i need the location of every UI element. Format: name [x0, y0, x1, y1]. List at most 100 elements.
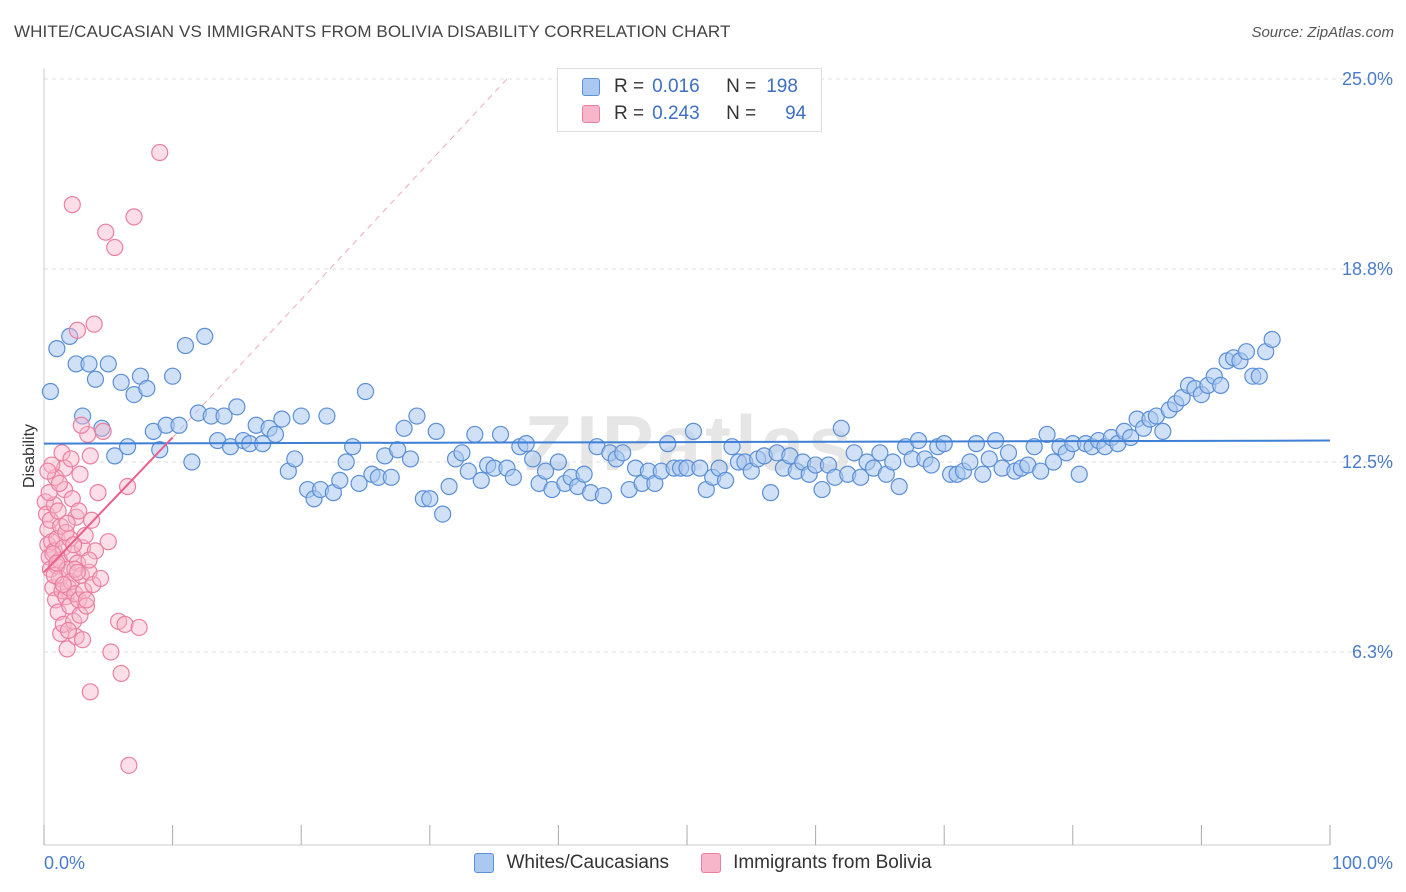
- legend-n-label: N =: [726, 103, 757, 124]
- whites-point: [453, 444, 471, 462]
- whites-point: [389, 441, 407, 459]
- whites-point: [845, 444, 863, 462]
- whites-point: [967, 435, 985, 453]
- whites-point: [832, 419, 850, 437]
- legend-swatch-pink: [701, 853, 722, 873]
- y-tick-label: 6.3%: [1352, 642, 1393, 662]
- whites-point: [716, 471, 735, 489]
- whites-point: [440, 477, 458, 496]
- whites-point: [48, 340, 66, 358]
- bolivia-point: [68, 563, 87, 581]
- legend-item-bolivia[interactable]: Immigrants from Bolivia: [701, 852, 932, 874]
- y-axis-label: Disability: [21, 424, 38, 488]
- whites-point: [1237, 343, 1256, 361]
- bolivia-trend-line: [43, 436, 174, 573]
- whites-points-layer: [41, 327, 1281, 523]
- whites-point: [434, 505, 452, 523]
- bolivia-point: [99, 533, 117, 551]
- bolivia-trend-extension: [172, 78, 508, 438]
- whites-point: [890, 477, 908, 496]
- whites-point: [112, 373, 130, 391]
- whites-point: [118, 438, 137, 456]
- whites-point: [614, 444, 632, 462]
- legend-swatch-blue: [582, 78, 600, 96]
- bolivia-point: [76, 526, 94, 545]
- whites-point: [974, 465, 992, 483]
- bolivia-point: [48, 554, 66, 572]
- bolivia-points-layer: [36, 143, 169, 774]
- whites-trend-line: [43, 439, 1331, 445]
- legend-item-whites[interactable]: Whites/Caucasians: [474, 852, 669, 874]
- bolivia-point: [80, 551, 98, 569]
- chart-title: WHITE/CAUCASIAN VS IMMIGRANTS FROM BOLIV…: [14, 22, 731, 41]
- bolivia-point: [97, 223, 115, 241]
- whites-point: [99, 355, 117, 373]
- whites-point: [575, 465, 593, 483]
- whites-point: [401, 450, 420, 468]
- legend-r-label: R =: [614, 103, 645, 124]
- whites-point: [1038, 425, 1056, 444]
- trend-lines: [43, 436, 1331, 573]
- bolivia-point: [58, 640, 76, 658]
- whites-point: [41, 382, 60, 401]
- whites-point: [517, 435, 535, 453]
- legend-label-whites: Whites/Caucasians: [506, 852, 670, 873]
- bolivia-point: [85, 315, 103, 333]
- whites-point: [659, 435, 677, 453]
- whites-point: [1263, 330, 1281, 349]
- legend-swatch-pink: [582, 105, 600, 123]
- legend-label-bolivia: Immigrants from Bolivia: [733, 852, 932, 873]
- whites-point: [922, 456, 940, 474]
- whites-point: [1032, 462, 1050, 480]
- whites-point: [350, 474, 368, 493]
- whites-point: [884, 453, 902, 471]
- bolivia-point: [39, 462, 57, 480]
- bolivia-point: [81, 447, 99, 465]
- whites-point: [421, 490, 439, 508]
- whites-point: [813, 480, 831, 499]
- whites-point: [1154, 422, 1172, 440]
- bolivia-point: [66, 560, 84, 578]
- whites-point: [356, 382, 375, 401]
- legend-swatch-blue: [474, 853, 495, 873]
- whites-point: [491, 425, 510, 444]
- whites-point: [1070, 465, 1088, 483]
- bolivia-point: [72, 416, 90, 434]
- whites-point: [536, 462, 555, 480]
- legend-r-value: 0.243: [652, 103, 700, 124]
- stats-legend: R = 0.016 N = 198 R = 0.243 N = 94: [557, 68, 822, 132]
- legend-r-label: R =: [614, 76, 645, 97]
- whites-point: [935, 435, 953, 453]
- bolivia-point: [64, 536, 83, 554]
- whites-point: [318, 407, 336, 425]
- x-tick-label-max: 100.0%: [1332, 853, 1393, 873]
- whites-point: [691, 459, 709, 477]
- bolivia-point: [86, 542, 105, 560]
- whites-point: [395, 419, 413, 437]
- x-tick-label-min: 0.0%: [44, 853, 85, 873]
- whites-point: [273, 410, 291, 428]
- whites-point: [382, 468, 400, 486]
- whites-point: [106, 447, 124, 465]
- whites-point: [459, 462, 477, 480]
- bolivia-point: [102, 643, 120, 661]
- grid-lines: [44, 78, 1392, 653]
- whites-point: [871, 444, 889, 462]
- bolivia-point: [50, 474, 69, 493]
- bolivia-trend-extension-layer: [172, 78, 508, 438]
- bolivia-point: [91, 569, 110, 588]
- bolivia-point: [77, 597, 96, 615]
- whites-point: [331, 471, 349, 489]
- whites-point: [176, 336, 195, 355]
- bolivia-point: [63, 196, 81, 214]
- bolivia-point: [62, 450, 80, 468]
- whites-point: [980, 450, 998, 468]
- tick-labels: 6.3% 12.5% 18.8% 25.0% 0.0% 100.0%: [44, 69, 1393, 873]
- bolivia-point: [68, 321, 87, 339]
- whites-point: [1044, 453, 1063, 471]
- series-legend: Whites/Caucasians Immigrants from Bolivi…: [0, 852, 1406, 874]
- whites-point: [164, 367, 182, 385]
- source-label: Source: ZipAtlas.com: [1251, 24, 1394, 41]
- bolivia-point: [118, 477, 137, 496]
